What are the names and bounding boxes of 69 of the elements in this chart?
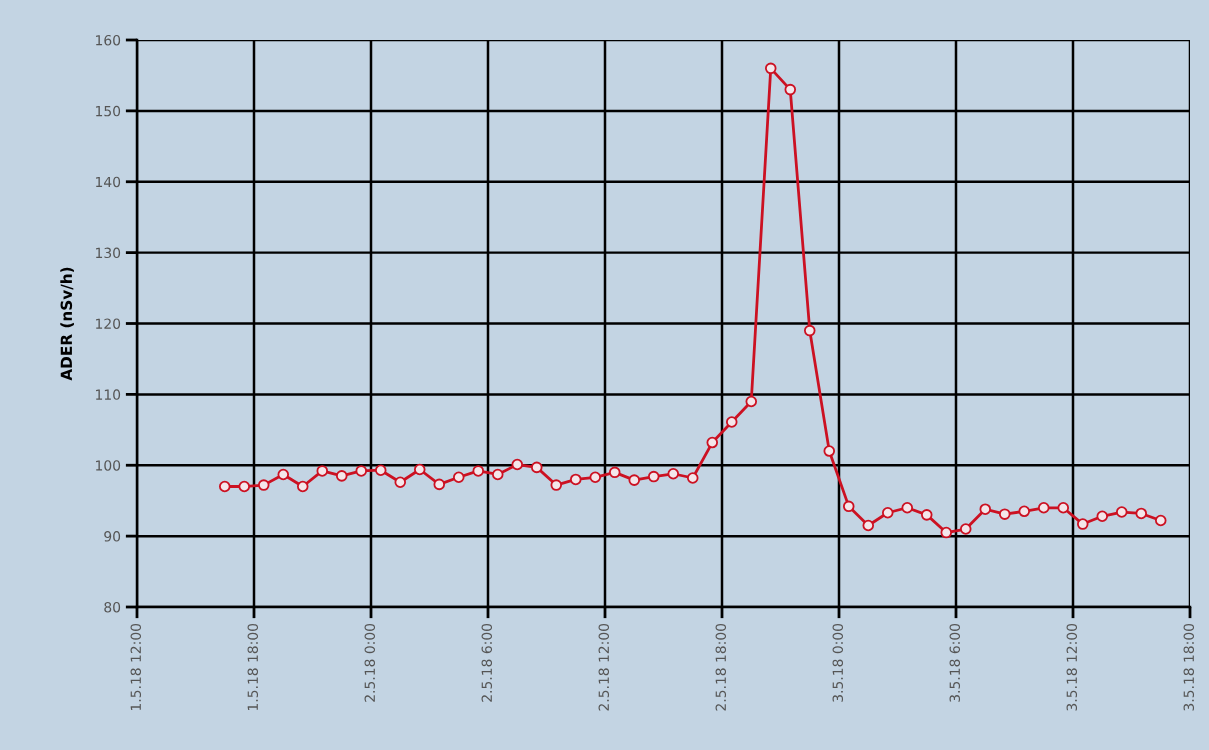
y-tick-label: 140 bbox=[96, 176, 121, 188]
point bbox=[1135, 507, 1148, 520]
point bbox=[472, 465, 485, 477]
point bbox=[998, 508, 1011, 520]
point bbox=[628, 474, 641, 486]
point bbox=[725, 416, 738, 428]
point bbox=[1076, 518, 1089, 530]
point bbox=[413, 463, 426, 476]
point bbox=[1018, 505, 1031, 518]
point bbox=[550, 479, 563, 491]
point bbox=[784, 83, 797, 96]
point bbox=[745, 395, 758, 408]
point bbox=[881, 506, 894, 519]
point bbox=[1037, 502, 1050, 514]
point bbox=[823, 445, 836, 457]
point bbox=[686, 472, 699, 484]
point bbox=[1096, 510, 1109, 523]
point bbox=[238, 480, 251, 493]
point bbox=[706, 436, 719, 449]
y-tick-label: 160 bbox=[96, 34, 121, 46]
point bbox=[374, 464, 387, 476]
point bbox=[940, 526, 953, 539]
point bbox=[316, 465, 329, 477]
y-tick-label: 80 bbox=[104, 601, 121, 613]
y-tick-label: 110 bbox=[96, 389, 121, 400]
point bbox=[335, 470, 348, 482]
point bbox=[257, 479, 270, 491]
point bbox=[394, 476, 407, 489]
point bbox=[842, 500, 855, 513]
x-tick-label: 2.5.18 6:00 bbox=[481, 623, 493, 702]
point bbox=[1115, 506, 1128, 518]
point bbox=[530, 461, 543, 474]
point bbox=[608, 466, 621, 479]
y-tick-label: 130 bbox=[96, 247, 121, 259]
y-tick-label: 100 bbox=[96, 460, 121, 471]
point bbox=[979, 503, 992, 515]
point bbox=[667, 467, 680, 480]
point bbox=[277, 468, 290, 481]
x-tick-label: 2.5.18 0:00 bbox=[364, 623, 376, 702]
y-axis-title: ADER (nSv/h) bbox=[60, 267, 74, 381]
y-tick-label: 150 bbox=[96, 105, 121, 117]
x-tick-label: 2.5.18 18:00 bbox=[715, 623, 727, 711]
point bbox=[452, 471, 465, 484]
point bbox=[355, 465, 368, 477]
point bbox=[901, 502, 914, 514]
point bbox=[862, 519, 875, 532]
point bbox=[589, 471, 602, 484]
point bbox=[433, 478, 446, 491]
point bbox=[296, 480, 309, 493]
point bbox=[491, 468, 504, 481]
x-tick-label: 1.5.18 12:00 bbox=[130, 623, 142, 711]
x-tick-label: 3.5.18 18:00 bbox=[1183, 623, 1195, 711]
point bbox=[764, 62, 777, 75]
point bbox=[1154, 514, 1167, 527]
point bbox=[569, 473, 582, 486]
point bbox=[647, 470, 660, 483]
x-tick-label: 3.5.18 12:00 bbox=[1066, 623, 1078, 711]
point bbox=[218, 480, 231, 493]
point bbox=[803, 324, 816, 337]
x-tick-label: 1.5.18 18:00 bbox=[247, 623, 259, 711]
x-tick-label: 2.5.18 12:00 bbox=[598, 623, 610, 711]
point bbox=[920, 509, 933, 521]
x-tick-label: 3.5.18 6:00 bbox=[949, 623, 961, 702]
point bbox=[1057, 502, 1070, 514]
x-tick-label: 3.5.18 0:00 bbox=[832, 623, 844, 702]
point bbox=[511, 458, 524, 471]
y-tick-label: 120 bbox=[96, 318, 121, 329]
y-tick-label: 90 bbox=[104, 531, 121, 542]
point bbox=[959, 523, 972, 535]
